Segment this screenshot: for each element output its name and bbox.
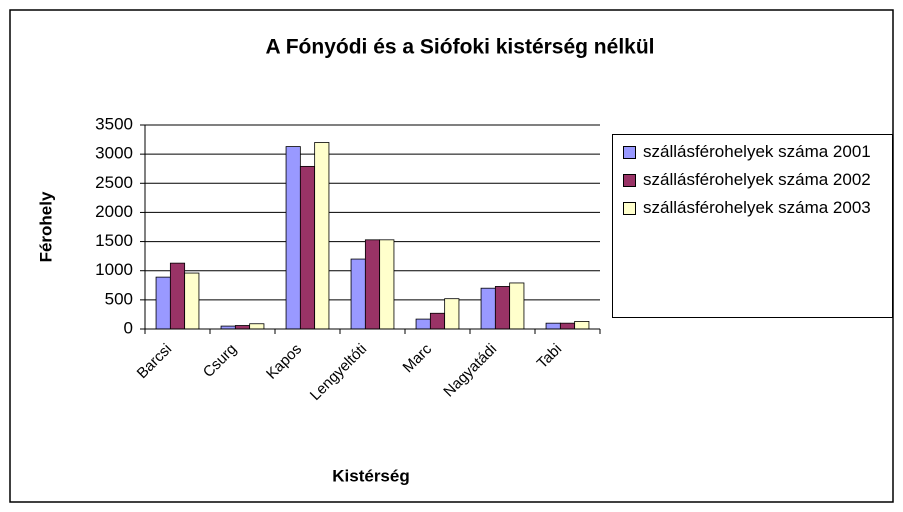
legend-entry: szállásférohelyek száma 2002 (621, 169, 888, 191)
y-tick-label: 3500 (95, 114, 133, 133)
y-tick-label: 2000 (95, 202, 133, 221)
bar (444, 298, 460, 330)
legend-label: szállásférohelyek száma 2001 (643, 142, 871, 161)
bar (574, 321, 590, 330)
legend-swatch (623, 146, 636, 159)
bar (285, 146, 301, 330)
y-tick-label: 0 (124, 318, 133, 337)
bar (509, 282, 525, 330)
bar (169, 262, 186, 330)
legend-entry: szállásférohelyek száma 2001 (621, 141, 888, 163)
legend-label: szállásférohelyek száma 2002 (643, 170, 871, 189)
bar (415, 318, 431, 330)
bar (299, 165, 316, 330)
y-tick-label: 1000 (95, 260, 133, 279)
bar (155, 276, 171, 330)
legend-label: szállásférohelyek száma 2003 (643, 198, 871, 217)
bar (350, 258, 366, 330)
legend: szállásférohelyek száma 2001 szállásféroh… (612, 134, 893, 318)
x-axis-label: Kistérség (332, 466, 409, 485)
bar (429, 312, 446, 330)
y-axis-label: Férohely (36, 191, 55, 262)
y-tick-label: 500 (105, 289, 133, 308)
y-tick-label: 3000 (95, 144, 133, 163)
y-tick-label: 1500 (95, 231, 133, 250)
bar (545, 322, 561, 330)
y-tick-label: 2500 (95, 173, 133, 192)
bar (234, 325, 251, 330)
bar (379, 239, 395, 330)
legend-entry: szállásférohelyek száma 2003 (621, 197, 888, 219)
bar (494, 286, 511, 330)
chart-title: A Fónyódi és a Siófoki kistérség nélkül (266, 36, 655, 59)
bar (249, 323, 265, 330)
chart-border (9, 9, 894, 503)
bar (184, 272, 200, 330)
legend-swatch (623, 202, 636, 215)
bar (559, 322, 576, 330)
bar (314, 142, 330, 330)
bar (480, 287, 496, 330)
legend-swatch (623, 174, 636, 187)
bar (364, 239, 381, 330)
